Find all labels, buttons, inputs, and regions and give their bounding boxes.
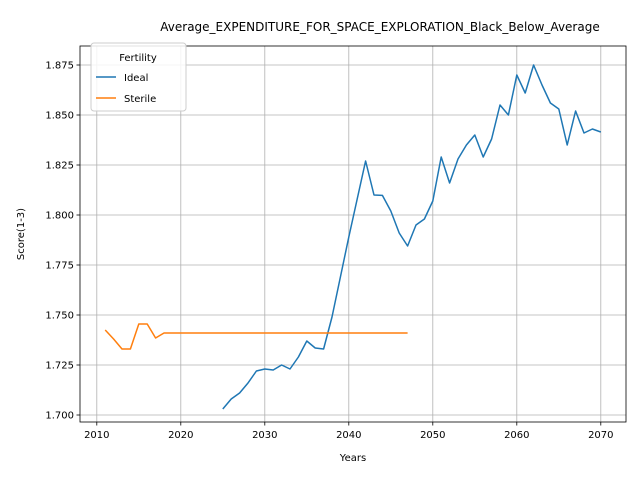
y-tick-label: 1.725: [45, 361, 74, 372]
x-tick-label: 2020: [168, 430, 193, 441]
chart-title: Average_EXPENDITURE_FOR_SPACE_EXPLORATIO…: [160, 20, 599, 34]
y-tick-label: 1.800: [45, 211, 74, 222]
series-line-sterile: [104, 323, 408, 350]
y-axis: 1.700 1.725 1.750 1.775 1.800 1.825 1.850 1.875: [45, 61, 80, 422]
y-tick-label: 1.750: [45, 311, 74, 322]
x-tick-label: 2030: [252, 430, 277, 441]
series-lines: [104, 64, 602, 410]
y-tick-label: 1.875: [45, 61, 74, 72]
y-tick-label: 1.775: [45, 261, 74, 272]
y-axis-label: Score(1-3): [16, 208, 27, 260]
x-tick-label: 2060: [504, 430, 529, 441]
x-tick-label: 2040: [336, 430, 361, 441]
y-tick-label: 1.825: [45, 161, 74, 172]
legend-label-sterile: Sterile: [124, 94, 156, 105]
y-tick-label: 1.700: [45, 411, 74, 422]
x-tick-label: 2010: [84, 430, 109, 441]
legend-label-ideal: Ideal: [124, 73, 148, 84]
grid: [80, 46, 626, 422]
x-axis-label: Years: [339, 453, 366, 464]
x-tick-label: 2070: [588, 430, 613, 441]
y-tick-label: 1.850: [45, 111, 74, 122]
legend: Fertility Ideal Sterile: [90, 42, 187, 112]
x-axis: 2010 2020 2030 2040 2050 2060 2070: [84, 422, 614, 441]
legend-title: Fertility: [119, 53, 157, 64]
x-tick-label: 2050: [420, 430, 445, 441]
plot-area-border: [79, 45, 627, 423]
legend-box: [90, 42, 187, 112]
series-line-ideal: [222, 64, 602, 410]
